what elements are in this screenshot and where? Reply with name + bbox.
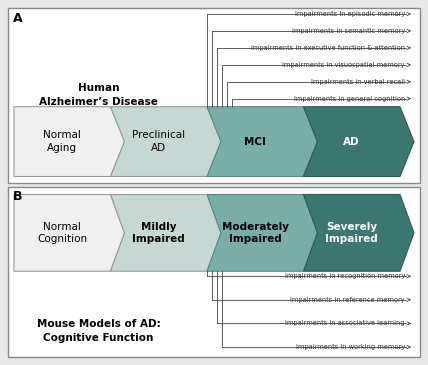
Polygon shape (303, 107, 414, 177)
Text: B: B (13, 191, 23, 204)
Polygon shape (110, 195, 221, 271)
Polygon shape (14, 195, 125, 271)
Polygon shape (110, 107, 221, 177)
Polygon shape (14, 107, 125, 177)
Polygon shape (303, 195, 414, 271)
FancyBboxPatch shape (8, 187, 420, 357)
Polygon shape (207, 107, 318, 177)
Text: Normal
Aging: Normal Aging (43, 130, 81, 153)
Text: Impairments in general cognition: Impairments in general cognition (294, 96, 405, 102)
Text: Impairments in associative learning: Impairments in associative learning (285, 320, 405, 326)
Text: Impairments in reference memory: Impairments in reference memory (290, 297, 405, 303)
FancyBboxPatch shape (8, 8, 420, 182)
Text: Impairments in visuospatial memory: Impairments in visuospatial memory (282, 62, 405, 68)
Text: Mildly
Impaired: Mildly Impaired (132, 222, 185, 244)
Text: A: A (13, 12, 23, 25)
Polygon shape (207, 195, 318, 271)
Text: Impairments in recognition memory: Impairments in recognition memory (285, 273, 405, 279)
Text: Preclinical
AD: Preclinical AD (132, 130, 185, 153)
Text: Impairments in episodic memory: Impairments in episodic memory (295, 11, 405, 17)
Text: Severely
Impaired: Severely Impaired (325, 222, 378, 244)
Text: Impairments in verbal recall: Impairments in verbal recall (311, 79, 405, 85)
Text: Mouse Models of AD:
Cognitive Function: Mouse Models of AD: Cognitive Function (37, 319, 161, 343)
Text: MCI: MCI (244, 137, 266, 147)
Text: Moderately
Impaired: Moderately Impaired (222, 222, 289, 244)
Text: Impairments in working memory: Impairments in working memory (296, 344, 405, 350)
Text: Human
Alzheimer’s Disease: Human Alzheimer’s Disease (39, 82, 158, 107)
Text: Impairments in semantic memory: Impairments in semantic memory (292, 28, 405, 34)
Text: Normal
Cognition: Normal Cognition (37, 222, 87, 244)
Text: Impairments in executive function & attention: Impairments in executive function & atte… (251, 45, 405, 51)
Text: AD: AD (343, 137, 360, 147)
